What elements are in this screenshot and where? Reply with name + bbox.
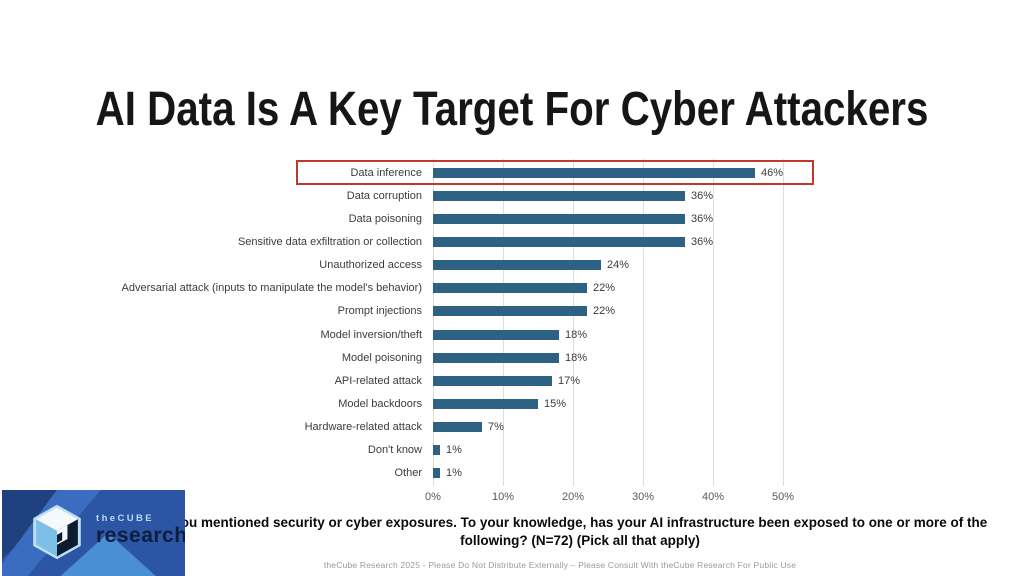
chart-row: Hardware-related attack 7% [0,416,900,439]
bar [433,283,587,294]
category-label: Sensitive data exfiltration or collectio… [237,235,422,248]
bar [433,260,601,271]
bar [433,375,552,386]
category-label: Model inversion/theft [320,328,423,341]
value-label: 22% [593,282,616,295]
bar [433,329,559,340]
category-label: Adversarial attack (inputs to manipulate… [121,282,422,295]
bar [433,352,559,363]
category-label: Data poisoning [348,212,422,225]
bar [433,190,685,201]
category-label: API-related attack [334,374,422,387]
value-label: 36% [691,212,714,225]
survey-question: You mentioned security or cyber exposure… [172,515,988,548]
chart-row: Data corruption 36% [0,184,900,207]
category-label: Data corruption [346,189,422,202]
value-label: 17% [558,374,581,387]
value-label: 18% [565,328,588,341]
value-label: 18% [565,351,588,364]
cube-icon [33,504,81,560]
slide-title: AI Data Is A Key Target For Cyber Attack… [95,83,929,137]
bar [433,468,440,479]
thecube-research-logo: theCUBE research [2,490,185,576]
bar [433,213,685,224]
category-label: Model poisoning [341,351,422,364]
chart-row: Don't know 1% [0,439,900,462]
chart-row: Adversarial attack (inputs to manipulate… [0,277,900,300]
chart-row: Sensitive data exfiltration or collectio… [0,230,900,253]
bar-chart: Data inference 46% Data corruption 36% Data … [0,159,1024,516]
category-label: Unauthorized access [319,259,422,272]
value-label: 1% [446,467,462,480]
logo-brand-bottom: research [96,523,185,547]
value-label: 24% [607,259,630,272]
footer-disclaimer: theCube Research 2025 - Please Do Not Di… [323,560,797,570]
chart-row: Model backdoors 15% [0,392,900,415]
bar [433,167,755,178]
value-label: 36% [691,189,714,202]
x-tick-label: 20% [561,491,585,503]
category-label: Prompt injections [337,305,422,318]
bar [433,445,440,456]
chart-row: Model poisoning 18% [0,346,900,369]
value-label: 15% [544,397,567,410]
category-label: Other [394,467,422,480]
value-label: 36% [691,235,714,248]
highlight-box [296,160,814,185]
chart-row: Model inversion/theft 18% [0,323,900,346]
bar [433,306,587,317]
category-label: Don't know [367,444,422,457]
bar [433,398,538,409]
chart-row: Other 1% [0,462,900,485]
value-label: 1% [446,444,462,457]
x-tick-label: 0% [425,491,441,503]
chart-rows: Data inference 46% Data corruption 36% Data … [0,161,900,485]
bar [433,422,482,433]
chart-row: Prompt injections 22% [0,300,900,323]
logo-brand-text: theCUBE research [96,514,185,546]
x-tick-label: 10% [491,491,515,503]
x-tick-label: 30% [631,491,655,503]
chart-row: Unauthorized access 24% [0,254,900,277]
value-label: 7% [488,421,504,434]
bar [433,236,685,247]
logo-brand-top: theCUBE [96,513,154,524]
category-label: Model backdoors [338,397,422,410]
value-label: 22% [593,305,616,318]
chart-row: API-related attack 17% [0,369,900,392]
x-tick-label: 50% [771,491,795,503]
x-axis: 0% 10% 20% 30% 40% 50% [425,491,794,507]
chart-row: Data poisoning 36% [0,207,900,230]
category-label: Hardware-related attack [304,421,422,434]
category-label: Data inference [350,166,422,179]
value-label: 46% [761,166,784,179]
chart-row: Data inference 46% [0,161,900,184]
x-tick-label: 40% [701,491,725,503]
